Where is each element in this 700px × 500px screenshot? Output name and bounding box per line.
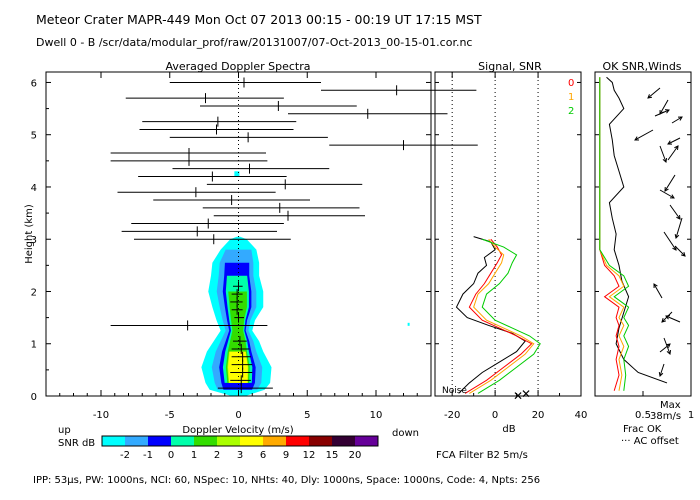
dwell-line: Dwell 0 - B /scr/data/modular_prof/raw/2… [36, 36, 472, 49]
y-tick-label: 0 [31, 392, 37, 403]
snr-scale-tick: 15 [326, 450, 339, 461]
signal-lines [456, 237, 540, 394]
winds-title: OK SNR,Winds [602, 60, 681, 73]
wind-arrow [670, 205, 680, 219]
wind-arrow [635, 130, 653, 140]
winds-series-line [607, 77, 667, 383]
x-marker-orange: ✕ [521, 387, 531, 401]
x-tick-label: 0 [235, 410, 241, 421]
winds-lines [600, 77, 667, 391]
winds-axes: 0.5 1 [595, 82, 694, 421]
x-tick-label: -10 [93, 410, 109, 421]
snr-contour-6 [228, 352, 248, 383]
wind-arrow [676, 218, 682, 238]
snr-color-cell [332, 436, 355, 446]
snr-scale-tick: 0 [168, 450, 174, 461]
x-tick-label: -5 [165, 410, 175, 421]
signal-panel: -20 0 20 40 Noise ✕ ✕ [435, 72, 587, 421]
ok-legend-entry: 1 [568, 92, 574, 103]
y-tick-label: 2 [31, 287, 37, 298]
wind-barbs [635, 88, 685, 376]
ok-legend-entry: 0 [568, 78, 574, 89]
wind-arrow [665, 175, 675, 191]
spectra-moments [111, 77, 478, 393]
snr-scale-tick: -2 [120, 450, 130, 461]
snr-color-cell [355, 436, 378, 446]
ac-offset-label: ··· AC offset [621, 436, 679, 447]
winds-panel: 0.5 1 012 [568, 72, 694, 421]
wind-arrow [654, 284, 662, 298]
winds-x-tick-label: 0.5 [635, 410, 651, 421]
snr-scale-tick: 1 [191, 450, 197, 461]
plot-canvas: Meteor Crater MAPR-449 Mon Oct 07 2013 0… [0, 0, 700, 500]
x-axis-label: Doppler Velocity (m/s) [182, 425, 293, 436]
signal-series-line [465, 239, 532, 393]
snr-scale-tick: 6 [260, 450, 266, 461]
wind-arrow [648, 88, 660, 98]
up-label: up [58, 425, 71, 436]
winds-x-tick-label: 1 [688, 410, 694, 421]
snr-scale-tick: 2 [214, 450, 220, 461]
snr-color-cell [240, 436, 263, 446]
signal-series-line [478, 239, 540, 393]
snr-color-cell [263, 436, 286, 446]
wind-arrow [664, 232, 676, 250]
footer-params: IPP: 53μs, PW: 1000ns, NCI: 60, NSpec: 1… [33, 475, 540, 486]
max-value: 38m/s [650, 411, 681, 422]
frac-ok-label: Frac OK [623, 424, 662, 435]
x-tick-label: 5 [304, 410, 310, 421]
signal-axes: -20 0 20 40 [435, 72, 587, 421]
signal-x-tick-label: 20 [532, 410, 545, 421]
max-label: Max [660, 400, 681, 411]
spectra-title: Averaged Doppler Spectra [165, 60, 310, 73]
signal-x-tick-label: 0 [492, 410, 498, 421]
ok-legend: 0 1 2 [568, 78, 574, 117]
title-line: Meteor Crater MAPR-449 Mon Oct 07 2013 0… [36, 12, 482, 27]
y-tick-label: 6 [31, 78, 37, 89]
snr-color-cell [194, 436, 217, 446]
signal-frame [435, 72, 581, 396]
winds-series-line [600, 77, 629, 391]
snr-color-cell [102, 436, 125, 446]
snr-speck [408, 323, 410, 326]
snr-color-cell [148, 436, 171, 446]
snr-scale-tick: 20 [349, 450, 362, 461]
y-tick-label: 5 [31, 131, 37, 142]
snr-scale-tick: -1 [143, 450, 153, 461]
snr-scale-tick: 12 [303, 450, 316, 461]
signal-grid [452, 72, 538, 396]
signal-x-tick-label: 40 [575, 410, 588, 421]
snr-color-cell [309, 436, 332, 446]
y-tick-label: 1 [31, 340, 37, 351]
ok-legend-entry: 2 [568, 106, 574, 117]
wind-arrow [660, 190, 674, 198]
signal-x-tick-label: -20 [444, 410, 460, 421]
snr-scale-tick: 3 [237, 450, 243, 461]
winds-series-line [600, 77, 624, 391]
spectra-panel: 0123456-10 -5 0 5 10 [31, 72, 478, 421]
snr-color-cell [286, 436, 309, 446]
wind-arrow [675, 246, 685, 256]
snr-color-scale: -2 -1 0 1 2 3 6 9 12 15 20 [102, 436, 378, 461]
x-tick-label: 10 [370, 410, 383, 421]
y-tick-label: 4 [31, 183, 37, 194]
signal-title: Signal, SNR [478, 60, 542, 73]
radar-profiler-plot: Meteor Crater MAPR-449 Mon Oct 07 2013 0… [0, 0, 700, 500]
snr-color-cell [125, 436, 148, 446]
snr-scale-label: SNR dB [58, 438, 95, 449]
snr-color-cell [217, 436, 240, 446]
noise-label: Noise [442, 386, 467, 396]
signal-series-line [456, 237, 525, 394]
snr-scale-tick: 9 [283, 450, 289, 461]
db-label: dB [502, 424, 515, 435]
wind-arrow [668, 146, 678, 160]
y-axis-label: Height (km) [24, 204, 35, 264]
fca-filter-label: FCA Filter B2 5m/s [436, 450, 528, 461]
down-label: down [392, 428, 419, 439]
snr-color-cell [171, 436, 194, 446]
spectra-heatmap [201, 171, 409, 396]
